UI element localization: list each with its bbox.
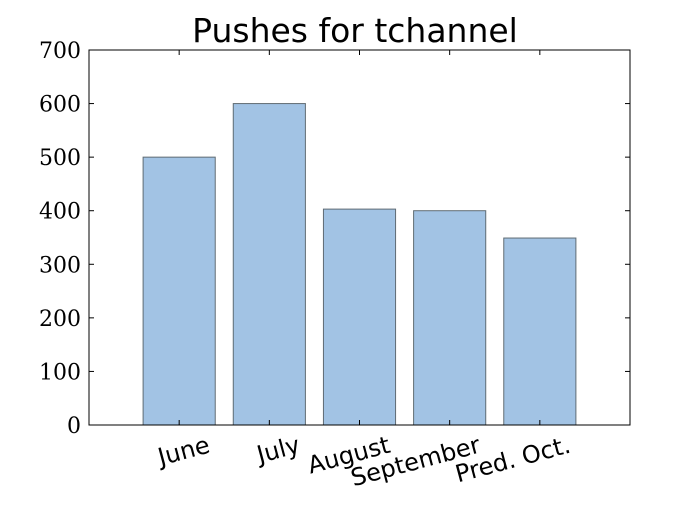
bar-august [322, 208, 397, 426]
bar-july [232, 103, 306, 426]
y-tick-label: 600 [39, 93, 81, 118]
y-tick-label: 100 [39, 360, 81, 385]
bar-june [142, 156, 216, 426]
x-tick-label: June [153, 431, 213, 472]
y-tick-label: 300 [39, 253, 81, 278]
y-tick-label: 500 [39, 146, 81, 171]
y-axis: 0 100 200 300 400 500 600 700 [39, 39, 630, 439]
x-tick-label: July [252, 431, 303, 470]
y-tick-label: 0 [67, 414, 81, 439]
chart-title: Pushes for tchannel [192, 11, 518, 50]
bar-september [413, 210, 487, 426]
y-tick-label: 700 [39, 39, 81, 64]
bar-pred-oct [503, 237, 577, 426]
y-tick-label: 200 [39, 307, 81, 332]
bars-group [142, 103, 577, 426]
y-tick-label: 400 [39, 200, 81, 225]
